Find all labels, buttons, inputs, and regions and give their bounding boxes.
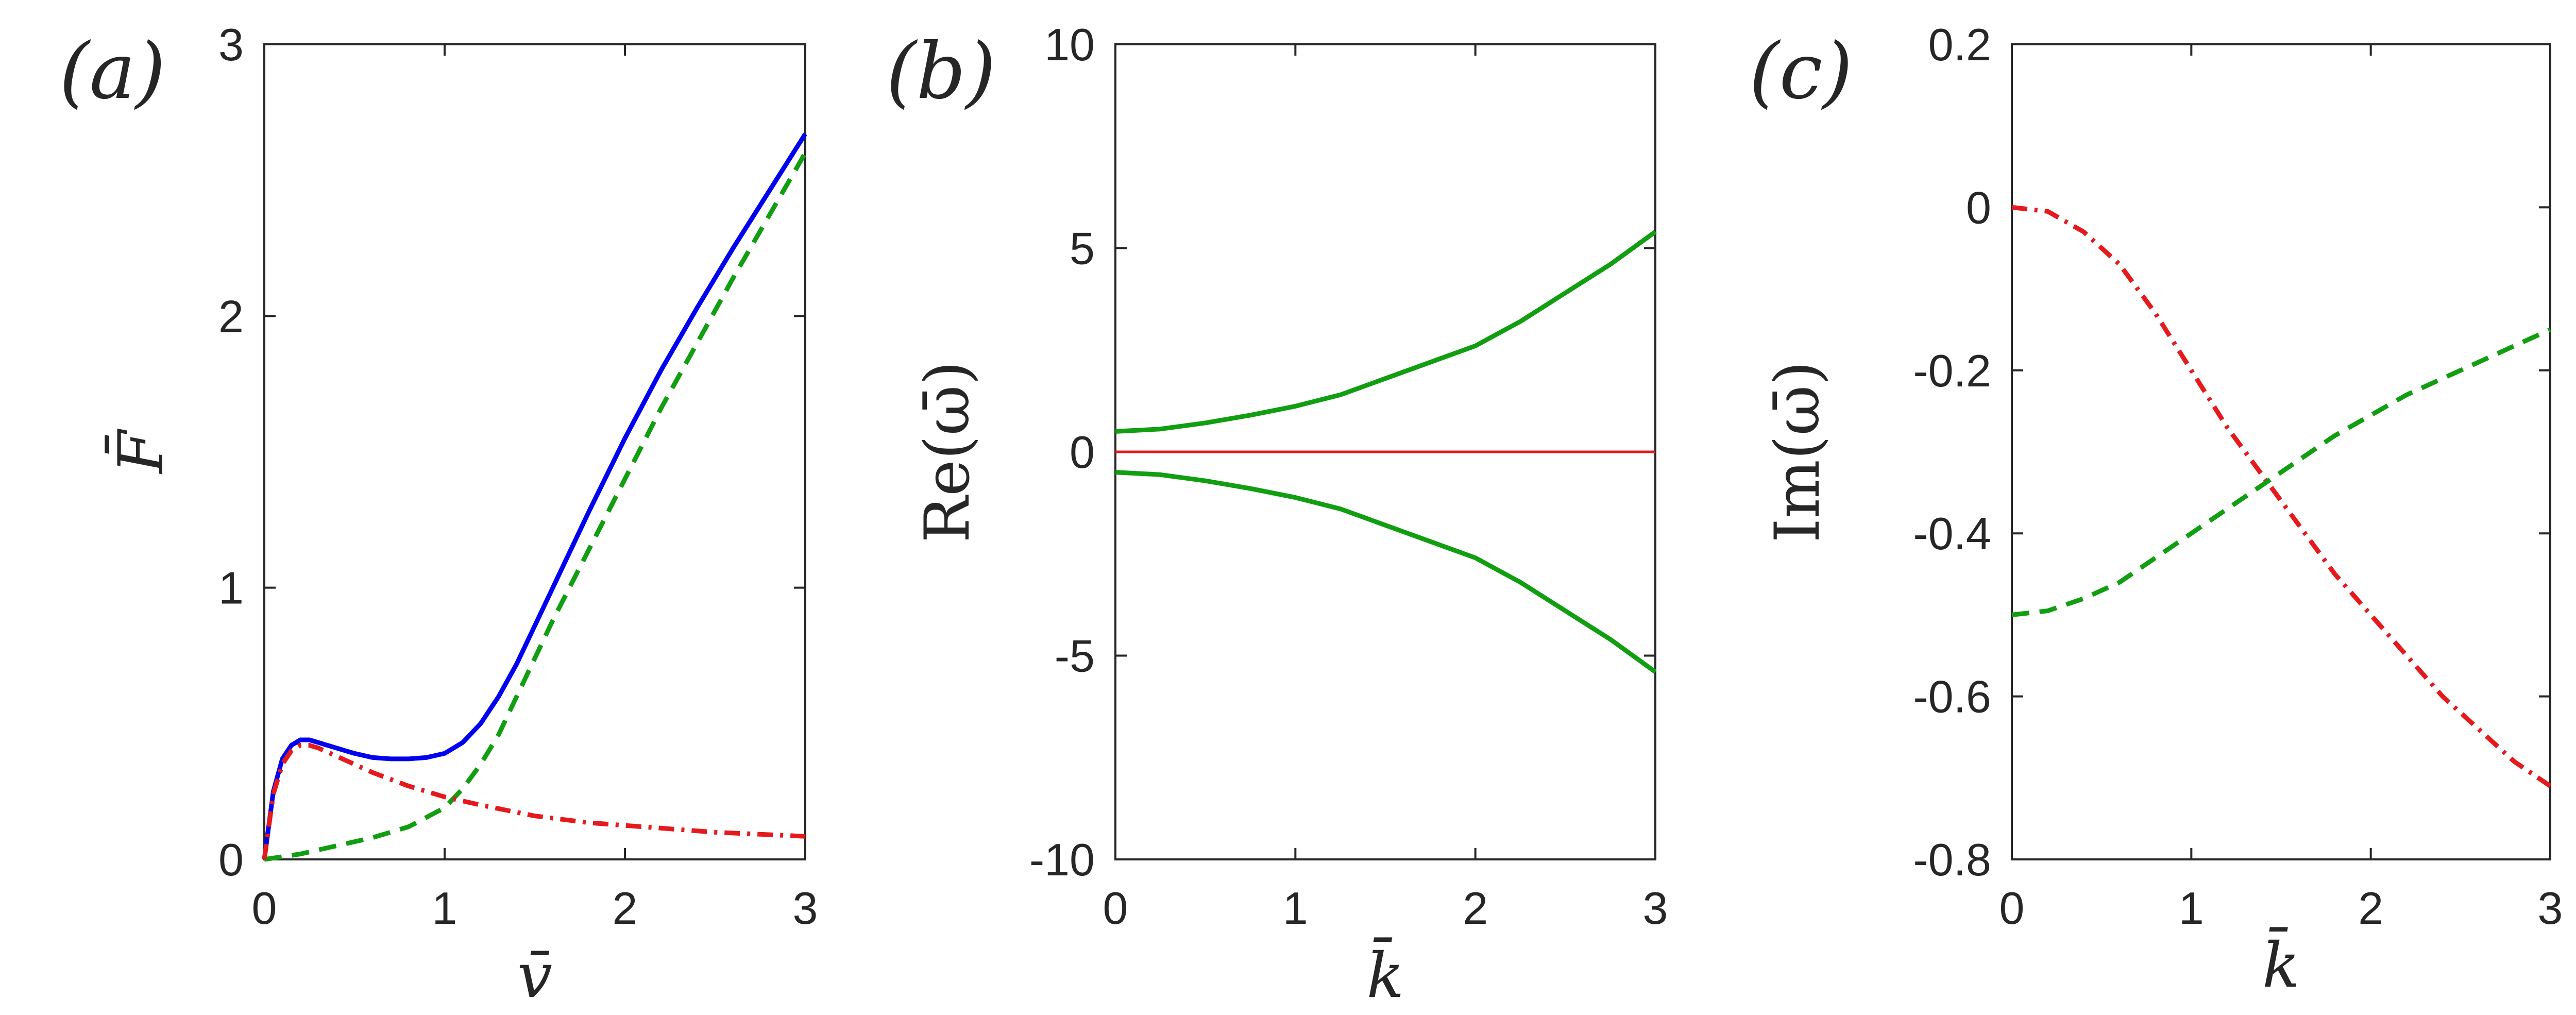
y-tick-label: 0 — [1070, 427, 1095, 478]
series-line — [1115, 230, 1657, 434]
x-tick-label: 1 — [432, 883, 457, 934]
x-axis-label: k̄ — [2262, 927, 2300, 1002]
panel-label: (c) — [1749, 27, 1853, 116]
panel-1: 0 1 2 3 0 1 2 3 (a) v̄ F̄ — [59, 19, 818, 1012]
y-axis-label: Im(ω̄) — [1762, 361, 1834, 543]
series-line — [1115, 470, 1657, 674]
series-line — [264, 151, 807, 862]
series-line — [2011, 205, 2552, 788]
x-tick-label: 0 — [1103, 883, 1128, 934]
x-tick-label: 2 — [2358, 883, 2383, 934]
x-tick-label: 3 — [2538, 883, 2563, 934]
x-tick-label: 2 — [1463, 883, 1488, 934]
y-tick-label: 3 — [218, 19, 244, 70]
y-tick-label: 10 — [1044, 19, 1095, 70]
panel-label: (b) — [886, 27, 996, 116]
plot-area-frame — [263, 43, 806, 860]
x-tick-label: 2 — [613, 883, 638, 934]
series-line — [262, 132, 807, 860]
y-tick-label: 1 — [218, 563, 244, 614]
panel-2: 0 1 2 3 -10 -5 0 5 10 (b) k̄ Re(ω̄) — [886, 19, 1668, 1012]
y-axis-label: Re(ω̄) — [912, 361, 984, 543]
x-tick-label: 3 — [1643, 883, 1668, 934]
panel-3: 0 1 2 3 -0.8 -0.6 -0.4 -0.2 0 0.2 (c) k̄ Im(ω̄) — [1749, 19, 2563, 1002]
x-tick-label: 3 — [793, 883, 818, 934]
y-tick-label: -0.8 — [1913, 834, 1991, 885]
series-line — [2011, 327, 2551, 617]
plot-area-frame — [2011, 43, 2551, 860]
y-tick-label: 2 — [218, 291, 244, 342]
x-axis-label: k̄ — [1367, 937, 1404, 1012]
x-axis-label: v̄ — [517, 940, 552, 1012]
y-tick-label: -0.2 — [1913, 345, 1991, 396]
y-axis-label: F̄ — [105, 429, 177, 475]
y-tick-label: 0 — [1966, 182, 1991, 233]
y-tick-label: 0 — [218, 834, 244, 885]
x-tick-label: 0 — [1999, 883, 2025, 934]
x-tick-label: 1 — [1283, 883, 1308, 934]
y-tick-label: -5 — [1055, 631, 1095, 682]
y-tick-label: -0.4 — [1913, 508, 1991, 559]
x-tick-label: 1 — [2179, 883, 2204, 934]
series-line — [262, 743, 806, 860]
y-tick-label: -10 — [1029, 834, 1095, 885]
x-tick-label: 0 — [252, 883, 277, 934]
y-tick-label: 5 — [1070, 223, 1095, 274]
y-tick-label: 0.2 — [1928, 19, 1991, 70]
y-tick-label: -0.6 — [1913, 671, 1991, 722]
panel-label: (a) — [59, 27, 165, 116]
